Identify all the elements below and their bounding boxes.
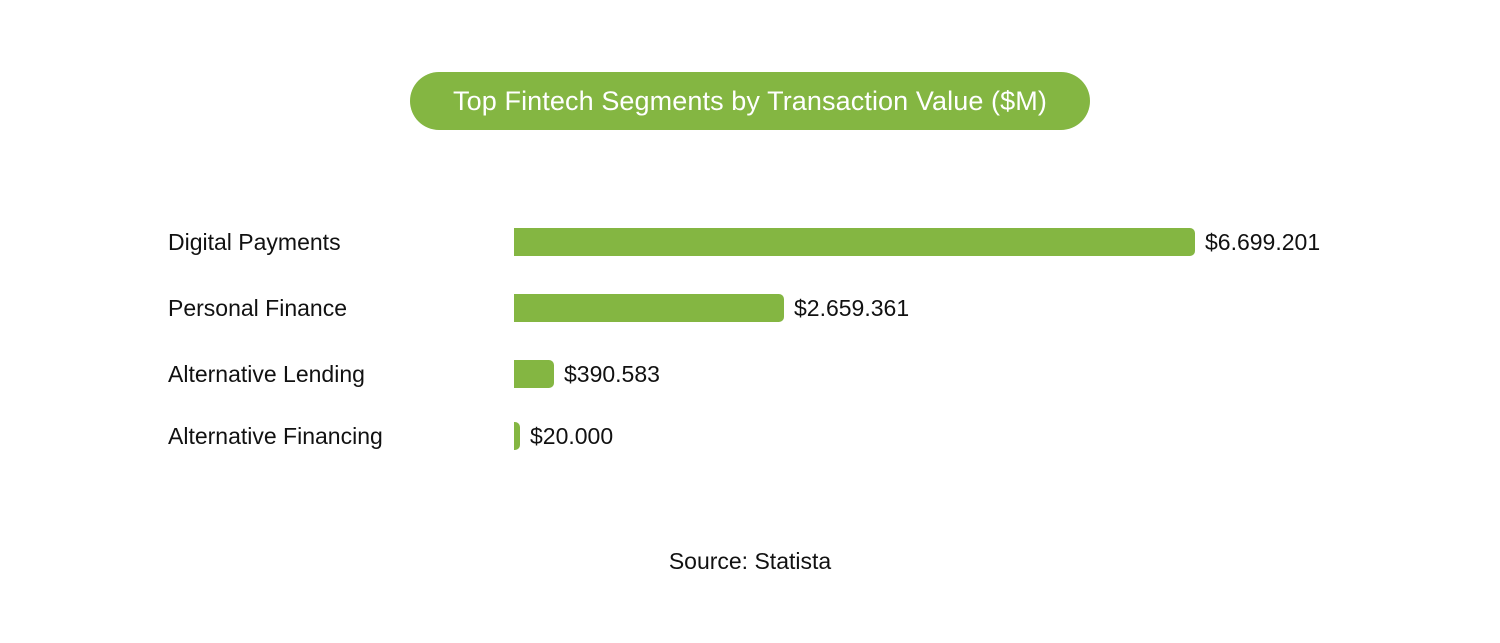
category-label: Digital Payments — [168, 229, 341, 255]
bar — [514, 422, 520, 450]
category-label: Alternative Financing — [168, 423, 383, 449]
category-label: Alternative Lending — [168, 361, 365, 387]
source-note: Source: Statista — [668, 548, 832, 574]
bar-row: Alternative Financing $20.000 — [0, 422, 1500, 450]
bar-row: Personal Finance $2.659.361 — [0, 294, 1500, 322]
chart-title: Top Fintech Segments by Transaction Valu… — [410, 72, 1090, 130]
category-label: Personal Finance — [168, 295, 347, 321]
bar-row: Alternative Lending $390.583 — [0, 360, 1500, 388]
bar — [514, 360, 554, 388]
bar-row: Digital Payments $6.699.201 — [0, 228, 1500, 256]
value-label: $390.583 — [564, 361, 660, 387]
bar — [514, 294, 784, 322]
value-label: $20.000 — [530, 423, 614, 449]
bar — [514, 228, 1195, 256]
value-label: $2.659.361 — [794, 295, 910, 321]
value-label: $6.699.201 — [1205, 229, 1321, 255]
